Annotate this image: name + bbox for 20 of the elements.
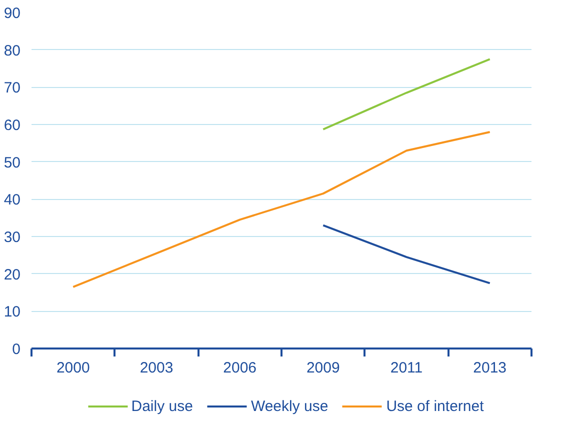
y-tick-label: 20	[4, 266, 21, 284]
x-tick-label: 2003	[140, 360, 174, 376]
y-tick-label: 40	[4, 192, 21, 209]
line-series	[72, 130, 491, 288]
y-tick-label: 30	[4, 229, 21, 246]
y-tick-label: 60	[4, 117, 21, 134]
y-tick-label: 90	[4, 5, 21, 22]
legend-label: Weekly use	[250, 398, 328, 414]
y-tick-label: 50	[4, 154, 21, 172]
x-tick-label: 2006	[223, 360, 257, 376]
x-tick-label: 2011	[390, 360, 423, 376]
legend-label: Use of internet	[386, 398, 484, 414]
x-tick-label: 2013	[473, 360, 507, 376]
y-tick-label: 80	[4, 42, 21, 60]
legend-label: Daily use	[131, 398, 193, 414]
y-tick-label: 10	[4, 304, 21, 321]
x-tick-label: 2009	[306, 360, 340, 376]
y-tick-label: 0	[12, 341, 20, 358]
y-tick-label: 70	[4, 80, 21, 97]
x-tick-label: 2000	[56, 360, 90, 376]
